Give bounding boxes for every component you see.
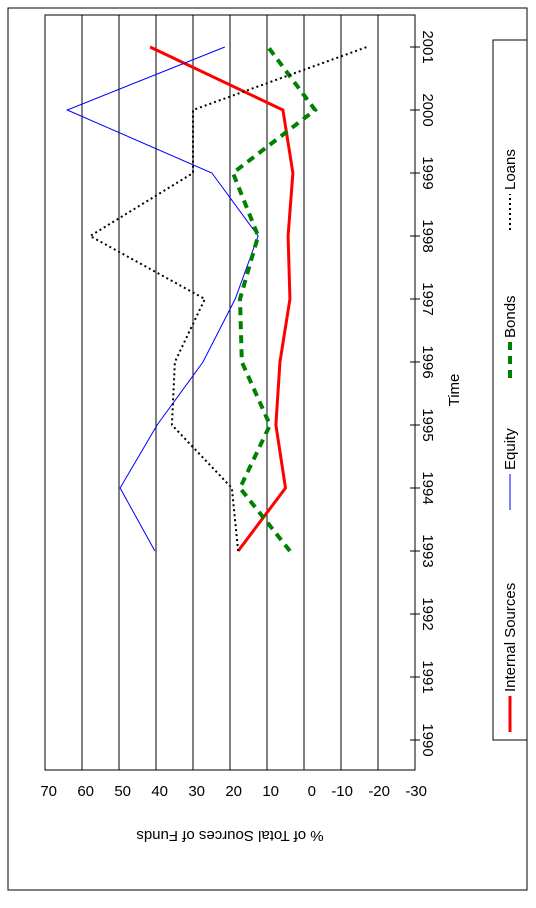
x-tick-label: 1990 xyxy=(419,723,436,756)
y-tick-label: 0 xyxy=(308,783,316,800)
x-tick-label: 1999 xyxy=(419,156,436,189)
x-tick-label: 1996 xyxy=(419,345,436,378)
x-tick-label: 1997 xyxy=(419,282,436,315)
x-tick-label: 1998 xyxy=(419,219,436,252)
legend-label: Internal Sources xyxy=(502,583,519,692)
series-line xyxy=(149,45,295,552)
y-tick-label: 50 xyxy=(114,783,131,800)
y-tick-label: 20 xyxy=(225,783,242,800)
series-line xyxy=(230,45,318,553)
series-line xyxy=(88,46,368,552)
legend-label: Loans xyxy=(502,149,519,190)
y-tick-label: 30 xyxy=(188,783,205,800)
legend-label: Equity xyxy=(502,428,519,470)
y-tick-label: -30 xyxy=(405,783,427,800)
legend-label: Bonds xyxy=(502,295,519,338)
x-tick-label: 1995 xyxy=(419,408,436,441)
y-tick-label: -20 xyxy=(368,783,390,800)
x-axis-title: Time xyxy=(446,374,463,407)
series-line xyxy=(65,46,259,552)
y-tick-label: 70 xyxy=(40,783,57,800)
y-tick-label: -10 xyxy=(331,783,353,800)
x-tick-label: 1993 xyxy=(419,534,436,567)
y-tick-label: 10 xyxy=(262,783,279,800)
plot-group: 70 60 50 40 30 20 10 0 -10 -20 -30 1990 1991 1992 1993… xyxy=(40,14,528,800)
x-tick-label: 1991 xyxy=(419,660,436,693)
x-tick-label: 2001 xyxy=(419,30,436,63)
y-tick-label: 40 xyxy=(151,783,168,800)
x-tick-label: 1992 xyxy=(419,597,436,630)
x-tick-label: 2000 xyxy=(419,93,436,126)
y-tick-label: 60 xyxy=(77,783,94,800)
legend-box xyxy=(492,39,528,741)
y-axis-title: % of Total Sources of Funds xyxy=(136,827,323,844)
x-tick-label: 1994 xyxy=(419,471,436,504)
